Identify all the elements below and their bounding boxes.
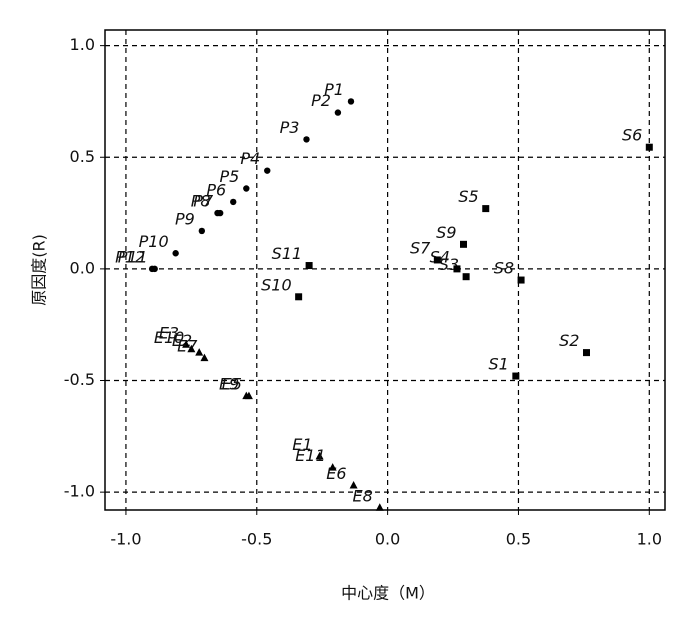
y-tick-label: 1.0	[70, 35, 95, 54]
point-label: E10	[154, 328, 184, 347]
point	[334, 109, 342, 116]
point-label: S11	[272, 244, 303, 263]
point	[214, 209, 221, 217]
x-axis-label: 中心度（M）	[341, 584, 435, 603]
point	[200, 353, 209, 362]
point	[517, 276, 525, 284]
point	[512, 372, 520, 380]
x-tick-label: 0.5	[506, 530, 531, 549]
point	[187, 344, 196, 353]
point	[482, 205, 490, 213]
point-label: P3	[280, 118, 300, 137]
x-tick-label: -1.0	[110, 530, 141, 549]
point-label: S2	[559, 331, 579, 350]
point-label: S7	[410, 238, 431, 257]
x-tick-label: -0.5	[241, 530, 272, 549]
y-tick-label: 0.0	[70, 258, 95, 277]
x-tick-label: 1.0	[637, 530, 662, 549]
point-label: P9	[175, 209, 195, 228]
point	[172, 250, 179, 257]
point	[462, 273, 470, 281]
point	[195, 348, 204, 356]
point-label: S10	[261, 275, 292, 294]
point	[198, 227, 206, 235]
point-label: P12	[115, 247, 145, 266]
y-tick-label: -1.0	[64, 482, 95, 501]
point	[230, 198, 237, 206]
point	[264, 167, 271, 174]
point	[347, 98, 355, 105]
point	[349, 480, 358, 489]
point	[148, 265, 156, 273]
point-label: S1	[488, 355, 508, 374]
point-label: S8	[494, 259, 514, 278]
point	[453, 265, 461, 273]
point-label: P1	[324, 80, 344, 99]
point	[460, 240, 468, 248]
point	[295, 293, 303, 301]
point-label: S6	[622, 126, 642, 145]
point	[182, 340, 191, 348]
point-label: S5	[458, 187, 478, 206]
point	[328, 463, 337, 471]
point	[242, 391, 251, 400]
point	[303, 136, 310, 143]
point-label: P11	[118, 247, 148, 266]
point	[582, 349, 590, 357]
y-tick-label: -0.5	[64, 370, 95, 389]
point-label: P5	[219, 167, 239, 186]
point-label: E3	[159, 323, 179, 342]
point	[645, 143, 653, 151]
point-label: P2	[311, 91, 331, 110]
point	[433, 256, 441, 264]
point-label: P7	[193, 192, 214, 211]
plot-frame	[104, 29, 666, 511]
point-label: E8	[352, 486, 372, 505]
point-label: E5	[222, 375, 242, 394]
point	[243, 185, 250, 192]
point	[315, 451, 324, 460]
y-axis-label: 原因度(R)	[30, 234, 49, 306]
x-tick-label: 0.0	[375, 530, 400, 549]
point-label: P10	[139, 232, 169, 251]
point-label: E6	[326, 464, 346, 483]
point	[375, 503, 384, 511]
point-label: E11	[295, 446, 325, 465]
point-label: S9	[436, 223, 456, 242]
point-label: E9	[219, 375, 239, 394]
point-label: E1	[292, 435, 312, 454]
point-label: P6	[206, 180, 226, 199]
y-tick-label: 0.5	[70, 147, 95, 166]
point-label: P4	[240, 149, 260, 168]
point-label: P8	[191, 192, 211, 211]
point	[305, 262, 313, 270]
